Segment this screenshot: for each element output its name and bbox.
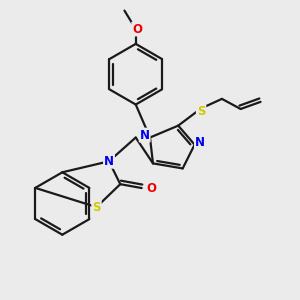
Text: O: O bbox=[132, 22, 142, 35]
Text: N: N bbox=[104, 155, 114, 168]
Text: N: N bbox=[195, 136, 205, 149]
Text: N: N bbox=[140, 129, 150, 142]
Text: S: S bbox=[197, 106, 206, 118]
Text: S: S bbox=[92, 201, 101, 214]
Text: O: O bbox=[146, 182, 156, 194]
